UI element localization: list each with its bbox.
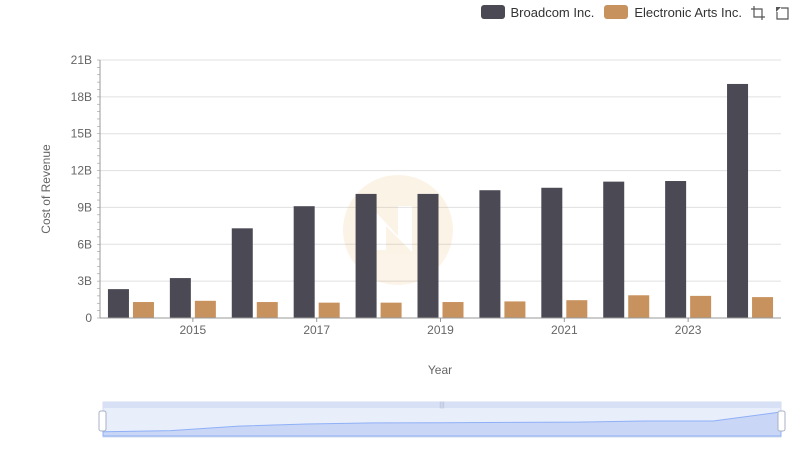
bar-broadcom-2019[interactable]: [417, 193, 439, 318]
grid: [100, 59, 781, 282]
legend-item-broadcom[interactable]: Broadcom Inc.: [480, 4, 595, 20]
restore-icon[interactable]: [774, 5, 790, 21]
legend-item-electronic-arts[interactable]: Electronic Arts Inc.: [604, 5, 742, 20]
legend-swatch-electronic-arts: [604, 5, 629, 19]
bar-electronic-arts-2020[interactable]: [504, 301, 526, 318]
data-zoom-slider[interactable]: |||: [98, 401, 786, 438]
legend-label-broadcom: Broadcom Inc.: [510, 4, 595, 20]
y-tick-label: 3B: [77, 274, 92, 288]
bar-electronic-arts-2019[interactable]: [442, 302, 464, 318]
legend: Broadcom Inc. Electronic Arts Inc.: [480, 3, 742, 21]
y-tick-label: 15B: [71, 127, 92, 141]
bar-electronic-arts-2023[interactable]: [690, 295, 712, 318]
axes: 0 3B 6B 9B 12B 15B 18B 21B 2015 2017 2019 2021 2023: [71, 53, 781, 337]
x-tick-label: 2015: [180, 323, 207, 337]
x-axis-label: Year: [428, 363, 452, 377]
bar-electronic-arts-2016[interactable]: [256, 302, 278, 318]
data-zoom-left-handle[interactable]: [98, 410, 107, 432]
toolbox: [750, 5, 790, 21]
legend-swatch-broadcom: [480, 5, 505, 19]
bar-electronic-arts-2015[interactable]: [194, 300, 216, 318]
x-tick-label: 2023: [675, 323, 702, 337]
bar-broadcom-2015[interactable]: [169, 278, 191, 318]
bar-broadcom-2016[interactable]: [231, 228, 253, 318]
bar-broadcom-2020[interactable]: [479, 190, 501, 318]
bar-electronic-arts-2014[interactable]: [132, 302, 154, 318]
y-tick-label: 9B: [77, 200, 92, 214]
y-tick-label: 0: [85, 311, 92, 325]
bar-electronic-arts-2024[interactable]: [752, 297, 774, 318]
data-zoom-right-handle[interactable]: [777, 410, 786, 432]
y-tick-label: 18B: [71, 90, 92, 104]
y-tick-label: 6B: [77, 237, 92, 251]
legend-label-electronic-arts: Electronic Arts Inc.: [634, 4, 742, 20]
y-axis-label: Cost of Revenue: [39, 144, 53, 234]
x-tick-label: 2021: [551, 323, 578, 337]
y-tick-label: 12B: [71, 164, 92, 178]
bar-broadcom-2022[interactable]: [603, 181, 625, 318]
bar-electronic-arts-2022[interactable]: [628, 295, 650, 318]
data-zoom-drag-handle[interactable]: |||: [439, 402, 445, 409]
bar-broadcom-2018[interactable]: [355, 193, 377, 318]
bar-broadcom-2023[interactable]: [665, 181, 687, 318]
y-tick-label: 21B: [71, 53, 92, 67]
bar-broadcom-2014[interactable]: [107, 289, 129, 318]
bar-broadcom-2024[interactable]: [727, 83, 749, 318]
bars: [107, 83, 774, 318]
bar-electronic-arts-2018[interactable]: [380, 302, 402, 318]
bar-broadcom-2021[interactable]: [541, 187, 563, 318]
bar-broadcom-2017[interactable]: [293, 206, 315, 318]
x-tick-label: 2017: [303, 323, 330, 337]
bar-electronic-arts-2021[interactable]: [566, 300, 588, 318]
bar-electronic-arts-2017[interactable]: [318, 302, 340, 318]
x-tick-label: 2019: [427, 323, 454, 337]
zoom-icon[interactable]: [750, 5, 766, 21]
data-zoom-preview: [102, 411, 782, 437]
